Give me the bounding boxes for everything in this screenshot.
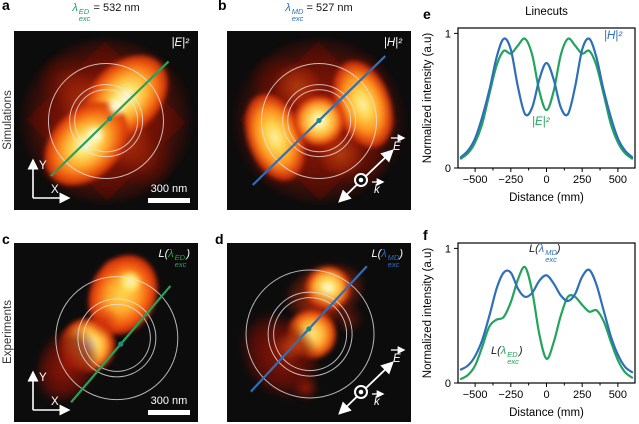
linecut-center-dot [118, 341, 124, 347]
linecut-center-dot [316, 117, 322, 124]
row-label-experiments: Experiments [2, 300, 14, 364]
polarization-annotation: E k [338, 134, 406, 203]
particle-outline-circle [47, 62, 165, 179]
lambda-md-symbol: λ MD exc [538, 243, 557, 264]
panel-d-experiment-map: L(λ MD exc) E k [227, 243, 411, 422]
row-label-simulations: Simulations [2, 90, 14, 150]
y-tick-label: 0 [445, 378, 451, 390]
x-tick-label: 250 [573, 174, 591, 186]
series-label-L-ED: L(λ ED exc) [491, 345, 523, 366]
polarization-annotation: E k [338, 346, 406, 415]
lambda-ed-symbol: λ ED exc [72, 2, 91, 23]
x-axis-label: X [51, 396, 59, 408]
y-tick-label: 1 [445, 28, 451, 40]
lambda-ed-symbol: λ ED exc [500, 345, 519, 366]
series-label-L-MD: L(λ MD exc) [529, 243, 561, 264]
scale-bar-label: 300 nm [150, 395, 188, 407]
lambda-md-symbol: λ MD exc [285, 2, 304, 23]
y-axis-label: Y [39, 372, 47, 384]
lambda-ed-symbol: λ ED exc [168, 248, 187, 269]
coordinate-axes: Y X [27, 370, 71, 416]
y-tick-label: 1 [445, 243, 451, 255]
field-label: |E|² [171, 37, 189, 49]
series-curve [459, 37, 634, 159]
x-axis-label: X [51, 184, 59, 196]
linecut-center-dot [306, 326, 312, 332]
particle-outline-circle [260, 62, 378, 179]
panel-a-simulation-map: |E|² 300 nm Y X [14, 31, 198, 210]
panel-letter-e: e [423, 6, 431, 22]
x-tick-label: −250 [498, 389, 523, 401]
particle-outline-circle [74, 88, 138, 153]
linecut-line-overlay [251, 55, 387, 186]
particle-outline-circle [55, 276, 179, 400]
plot-frame [457, 27, 636, 169]
particle-outline-circle [287, 88, 351, 153]
y-axis-title: Normalized intensity (a.u) [422, 248, 434, 379]
E-vector-label: E [393, 141, 401, 153]
k-vector-label: k [374, 396, 381, 408]
x-tick-label: 0 [543, 389, 549, 401]
y-tick-label: 0 [445, 163, 451, 175]
series-curve [459, 268, 634, 374]
chart-title: Linecuts [525, 6, 568, 18]
k-dot [358, 177, 364, 183]
x-tick-label: −500 [463, 174, 488, 186]
scale-bar: 300 nm [148, 396, 190, 415]
y-axis-label: Y [39, 160, 47, 172]
panel-b-simulation-map: |H|² E k [227, 31, 411, 210]
y-axis-title: Normalized intensity (a.u) [422, 33, 434, 164]
wavelength-value: = 532 nm [93, 2, 140, 14]
E-vector-label: E [393, 353, 401, 365]
panel-c-experiment-map: L(λ ED exc) 300 nm Y X [14, 243, 198, 422]
particle-outline-circle [69, 83, 143, 158]
panel-b-title: λ MD exc = 527 nm [227, 1, 411, 22]
scale-bar-label: 300 nm [150, 183, 188, 195]
particle-outline-circle [82, 303, 152, 372]
series-curve [459, 265, 634, 381]
k-dot [358, 389, 364, 395]
lambda-md-symbol: λ MD exc [381, 248, 400, 269]
scale-bar: 300 nm [148, 184, 190, 203]
x-tick-label: −500 [463, 389, 488, 401]
panel-letter-c: c [2, 231, 10, 247]
linecuts-chart-experiments: −500 −250 0 250 500 0 1 Distance (mm) Normalized… [422, 242, 636, 419]
field-label: |H|² [383, 37, 402, 49]
series-label-E2: |E|² [532, 116, 550, 128]
wavelength-value: = 527 nm [306, 2, 353, 14]
x-tick-label: 500 [609, 389, 627, 401]
scale-bar-line [148, 410, 190, 415]
x-axis-title: Distance (mm) [509, 192, 584, 204]
linecut-line-overlay [250, 265, 368, 393]
x-tick-label: 500 [609, 174, 627, 186]
linecut-label: L(λ MD exc) [371, 248, 403, 269]
panel-letter-a: a [2, 0, 10, 13]
linecut-center-dot [107, 116, 113, 122]
linecut-label: L(λ ED exc) [158, 248, 190, 269]
linecut-line-overlay [50, 60, 170, 177]
plot-frame [457, 242, 636, 384]
x-axis-title: Distance (mm) [509, 407, 584, 419]
series-label-H2: |H|² [604, 30, 623, 42]
panel-letter-b: b [218, 0, 227, 13]
hotspot-speck [100, 258, 123, 278]
particle-outline-circle [245, 269, 375, 399]
particle-outline-circle [282, 83, 356, 158]
panel-letter-d: d [215, 231, 224, 247]
k-vector-label: k [374, 184, 381, 196]
particle-outline-circle [77, 298, 157, 378]
scale-bar-line [148, 198, 190, 203]
coordinate-axes: Y X [27, 158, 71, 204]
x-tick-label: 0 [543, 174, 549, 186]
x-tick-label: 250 [573, 389, 591, 401]
particle-outline-circle [267, 291, 353, 377]
particle-outline-circle [272, 297, 347, 372]
linecuts-chart-simulations: −500 −250 0 250 500 0 1 Linecuts Distance (mm) No… [422, 6, 636, 204]
panel-letter-f: f [423, 227, 428, 243]
linecut-line-overlay [70, 285, 172, 404]
x-tick-label: −250 [498, 174, 523, 186]
panel-a-title: λ ED exc = 532 nm [14, 1, 198, 22]
